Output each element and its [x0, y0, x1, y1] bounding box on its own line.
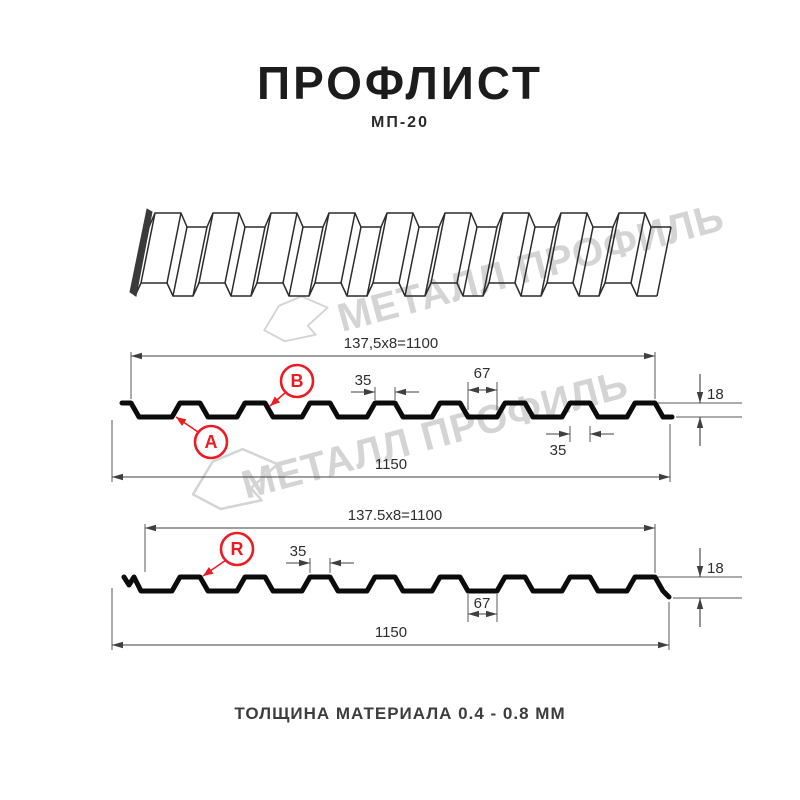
dim-profile-height: 18	[658, 548, 742, 627]
dim-profile-height-label: 18	[707, 386, 724, 403]
watermark-lower: МЕТАЛЛ ПРОФИЛЬ	[191, 362, 633, 511]
dim-overall-width-label: 1150	[375, 456, 407, 473]
watermark-upper: МЕТАЛЛ ПРОФИЛЬ	[263, 195, 729, 343]
callout-b-label: B	[291, 371, 304, 391]
callout-r-label: R	[231, 539, 244, 559]
dim-overall-width-label: 1150	[375, 624, 407, 641]
cross-section-top: 137,5x8=1100 35 67 18	[111, 335, 742, 482]
material-thickness-note: ТОЛЩИНА МАТЕРИАЛА 0.4 - 0.8 ММ	[234, 704, 566, 723]
dim-pitch-total-label: 137,5x8=1100	[344, 335, 438, 352]
callout-a-label: A	[205, 432, 218, 452]
profile-outline	[121, 574, 672, 600]
page-subtitle: МП-20	[371, 114, 429, 131]
dim-overall-width: 1150	[111, 420, 671, 482]
cross-section-bottom: 137.5x8=1100 35 18 67	[111, 507, 742, 650]
dim-rib-top-width-label: 35	[290, 543, 307, 560]
dim-pitch-total-label: 137.5x8=1100	[348, 507, 442, 524]
callout-r: R	[202, 531, 255, 577]
dim-rib-base-width: 67	[467, 365, 498, 410]
dim-profile-height-label: 18	[707, 560, 724, 577]
callout-a: A	[175, 416, 229, 460]
dim-valley-width: 67	[467, 594, 498, 622]
callout-b: B	[269, 363, 315, 407]
dim-profile-height: 18	[658, 374, 742, 446]
sheet-3d-view	[129, 208, 672, 297]
dim-pitch-total: 137.5x8=1100	[144, 507, 656, 573]
page-title: ПРОФЛИСТ	[257, 57, 543, 109]
dim-rib-top-width: 35	[286, 543, 354, 573]
dim-rib-top-width: 35	[351, 372, 419, 400]
dim-rib-top-width-label: 35	[355, 372, 372, 389]
dim-valley-width-label: 67	[474, 595, 491, 612]
dim-pitch-total: 137,5x8=1100	[130, 335, 656, 399]
dim-rib-top-width-bottom: 35	[546, 426, 614, 459]
metall-profil-logo-icon	[263, 295, 329, 343]
dim-rib-top-width-bottom-label: 35	[550, 442, 567, 459]
dim-rib-base-width-label: 67	[474, 365, 491, 382]
dim-overall-width: 1150	[111, 588, 670, 650]
profile-outline	[119, 400, 675, 420]
